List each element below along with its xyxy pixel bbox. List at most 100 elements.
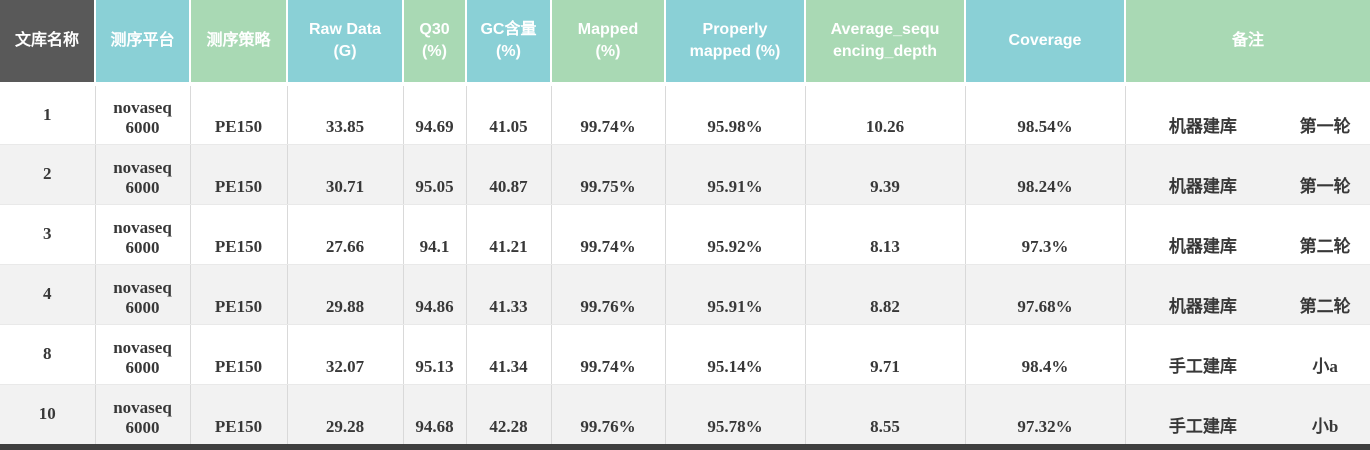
header-row: 文库名称 测序平台 测序策略 Raw Data (G) Q30 (%) GC含量…	[0, 0, 1370, 86]
cell-raw-data: 30.71	[287, 144, 404, 205]
cell-platform: novaseq 6000	[95, 144, 191, 205]
cell-platform: novaseq 6000	[95, 324, 191, 385]
cell-coverage: 97.68%	[965, 264, 1126, 325]
table-bottom-border	[0, 444, 1370, 450]
cell-coverage: 98.54%	[965, 84, 1126, 145]
cell-library: 10	[0, 384, 96, 444]
note-round: 第一轮	[1299, 116, 1351, 136]
note-method: 手工建库	[1168, 417, 1237, 436]
cell-properly-mapped: 95.92%	[665, 204, 806, 265]
cell-strategy: PE150	[190, 384, 288, 444]
cell-q30: 94.69	[403, 84, 467, 145]
header-remarks: 备注	[1125, 0, 1370, 86]
note-content: 机器建库 第二轮	[1126, 237, 1370, 257]
cell-q30: 94.68	[403, 384, 467, 444]
cell-raw-data: 33.85	[287, 84, 404, 145]
header-average-depth: Average_sequencing_depth	[805, 0, 966, 86]
cell-avg-depth: 9.39	[805, 144, 966, 205]
header-q30: Q30 (%)	[403, 0, 467, 86]
cell-avg-depth: 8.13	[805, 204, 966, 265]
cell-library: 4	[0, 264, 96, 325]
header-properly-mapped: Properly mapped (%)	[665, 0, 806, 86]
note-round: 小b	[1311, 417, 1339, 436]
cell-coverage: 97.3%	[965, 204, 1126, 265]
cell-mapped: 99.74%	[551, 324, 666, 385]
cell-avg-depth: 8.55	[805, 384, 966, 444]
cell-q30: 94.86	[403, 264, 467, 325]
cell-avg-depth: 10.26	[805, 84, 966, 145]
cell-library: 3	[0, 204, 96, 265]
table-row: 10 novaseq 6000 PE150 29.28 94.68 42.28 …	[0, 384, 1370, 444]
cell-raw-data: 32.07	[287, 324, 404, 385]
cell-note: 手工建库 小a	[1125, 324, 1370, 385]
note-method: 机器建库	[1168, 296, 1237, 316]
note-content: 机器建库 第一轮	[1126, 117, 1370, 137]
cell-gc: 41.33	[466, 264, 552, 325]
table-row: 2 novaseq 6000 PE150 30.71 95.05 40.87 9…	[0, 144, 1370, 205]
cell-gc: 41.34	[466, 324, 552, 385]
cell-q30: 95.13	[403, 324, 467, 385]
cell-q30: 95.05	[403, 144, 467, 205]
header-mapped: Mapped (%)	[551, 0, 666, 86]
note-content: 机器建库 第一轮	[1126, 177, 1370, 197]
cell-raw-data: 29.88	[287, 264, 404, 325]
note-round: 小a	[1312, 356, 1338, 376]
note-method: 手工建库	[1168, 356, 1237, 376]
table-header: 文库名称 测序平台 测序策略 Raw Data (G) Q30 (%) GC含量…	[0, 0, 1370, 86]
header-library-name: 文库名称	[0, 0, 96, 86]
cell-mapped: 99.74%	[551, 204, 666, 265]
cell-note: 机器建库 第一轮	[1125, 144, 1370, 205]
cell-properly-mapped: 95.78%	[665, 384, 806, 444]
cell-mapped: 99.76%	[551, 384, 666, 444]
header-strategy: 测序策略	[190, 0, 288, 86]
note-content: 手工建库 小a	[1126, 357, 1370, 377]
cell-properly-mapped: 95.98%	[665, 84, 806, 145]
cell-strategy: PE150	[190, 204, 288, 265]
cell-strategy: PE150	[190, 144, 288, 205]
table-row: 8 novaseq 6000 PE150 32.07 95.13 41.34 9…	[0, 324, 1370, 385]
cell-properly-mapped: 95.91%	[665, 264, 806, 325]
note-round: 第一轮	[1299, 176, 1351, 196]
cell-gc: 40.87	[466, 144, 552, 205]
table-row: 3 novaseq 6000 PE150 27.66 94.1 41.21 99…	[0, 204, 1370, 265]
note-method: 机器建库	[1168, 176, 1237, 196]
header-coverage: Coverage	[965, 0, 1126, 86]
note-method: 机器建库	[1168, 236, 1237, 256]
cell-strategy: PE150	[190, 264, 288, 325]
cell-note: 机器建库 第二轮	[1125, 264, 1370, 325]
table-row: 4 novaseq 6000 PE150 29.88 94.86 41.33 9…	[0, 264, 1370, 325]
note-round: 第二轮	[1299, 296, 1351, 316]
cell-avg-depth: 8.82	[805, 264, 966, 325]
cell-properly-mapped: 95.14%	[665, 324, 806, 385]
table-row: 1 novaseq 6000 PE150 33.85 94.69 41.05 9…	[0, 84, 1370, 145]
cell-strategy: PE150	[190, 324, 288, 385]
cell-platform: novaseq 6000	[95, 384, 191, 444]
cell-gc: 41.21	[466, 204, 552, 265]
cell-note: 手工建库 小b	[1125, 384, 1370, 444]
note-content: 手工建库 小b	[1126, 417, 1370, 437]
cell-platform: novaseq 6000	[95, 204, 191, 265]
cell-properly-mapped: 95.91%	[665, 144, 806, 205]
note-content: 机器建库 第二轮	[1126, 297, 1370, 317]
note-method: 机器建库	[1168, 116, 1237, 136]
cell-coverage: 98.4%	[965, 324, 1126, 385]
cell-platform: novaseq 6000	[95, 84, 191, 145]
note-round: 第二轮	[1299, 236, 1351, 256]
table-body: 1 novaseq 6000 PE150 33.85 94.69 41.05 9…	[0, 84, 1370, 444]
cell-q30: 94.1	[403, 204, 467, 265]
cell-note: 机器建库 第二轮	[1125, 204, 1370, 265]
cell-mapped: 99.74%	[551, 84, 666, 145]
cell-library: 8	[0, 324, 96, 385]
cell-raw-data: 29.28	[287, 384, 404, 444]
cell-raw-data: 27.66	[287, 204, 404, 265]
header-platform: 测序平台	[95, 0, 191, 86]
header-raw-data: Raw Data (G)	[287, 0, 404, 86]
cell-avg-depth: 9.71	[805, 324, 966, 385]
header-gc-content: GC含量 (%)	[466, 0, 552, 86]
cell-library: 1	[0, 84, 96, 145]
cell-strategy: PE150	[190, 84, 288, 145]
cell-library: 2	[0, 144, 96, 205]
cell-coverage: 98.24%	[965, 144, 1126, 205]
